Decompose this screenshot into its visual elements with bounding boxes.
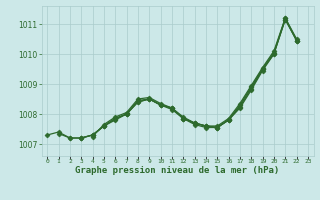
X-axis label: Graphe pression niveau de la mer (hPa): Graphe pression niveau de la mer (hPa): [76, 166, 280, 175]
